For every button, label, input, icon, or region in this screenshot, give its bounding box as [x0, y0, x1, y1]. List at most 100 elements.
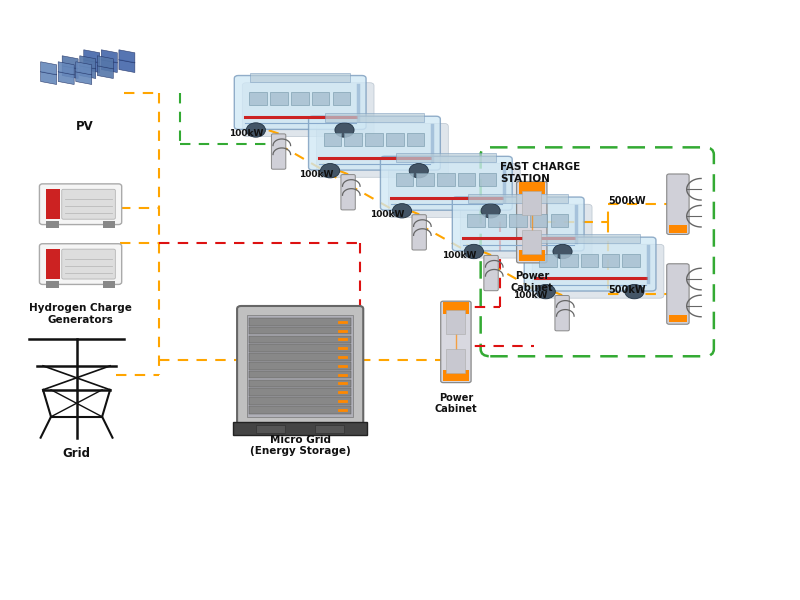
FancyBboxPatch shape: [452, 197, 584, 251]
FancyBboxPatch shape: [39, 184, 122, 224]
Bar: [416, 173, 434, 186]
Bar: [256, 425, 285, 433]
Circle shape: [246, 123, 266, 137]
Polygon shape: [119, 59, 135, 73]
Bar: [233, 422, 367, 434]
Bar: [519, 250, 545, 261]
Circle shape: [393, 203, 411, 218]
FancyBboxPatch shape: [517, 181, 547, 263]
Bar: [458, 173, 475, 186]
Bar: [366, 133, 383, 146]
Bar: [249, 380, 351, 387]
Bar: [250, 92, 267, 106]
Bar: [396, 173, 413, 186]
FancyBboxPatch shape: [666, 174, 689, 235]
FancyBboxPatch shape: [555, 296, 570, 331]
Bar: [46, 281, 58, 288]
Text: 100kW: 100kW: [370, 210, 405, 219]
Bar: [345, 133, 362, 146]
Bar: [446, 349, 466, 373]
Polygon shape: [76, 71, 92, 85]
Circle shape: [409, 164, 428, 178]
FancyBboxPatch shape: [412, 215, 426, 250]
FancyBboxPatch shape: [271, 134, 286, 169]
Bar: [446, 310, 466, 334]
FancyBboxPatch shape: [666, 264, 689, 324]
Text: 100kW: 100kW: [299, 170, 334, 179]
Bar: [669, 226, 686, 233]
Polygon shape: [98, 56, 114, 69]
Polygon shape: [80, 65, 96, 79]
Bar: [509, 214, 526, 227]
Circle shape: [335, 123, 354, 137]
Bar: [602, 254, 619, 267]
Bar: [333, 92, 350, 106]
Bar: [669, 315, 686, 322]
Bar: [249, 318, 351, 326]
Text: Hydrogen Charge
Generators: Hydrogen Charge Generators: [29, 303, 132, 325]
Polygon shape: [119, 50, 135, 63]
Text: FAST CHARGE
STATION: FAST CHARGE STATION: [500, 163, 580, 184]
Bar: [249, 362, 351, 370]
Bar: [522, 230, 542, 254]
Bar: [102, 221, 115, 228]
Bar: [581, 254, 598, 267]
Bar: [249, 388, 351, 396]
Polygon shape: [62, 56, 78, 69]
Circle shape: [481, 203, 500, 218]
FancyBboxPatch shape: [317, 124, 448, 177]
FancyBboxPatch shape: [242, 83, 374, 137]
Polygon shape: [102, 50, 118, 63]
Circle shape: [553, 244, 572, 259]
Bar: [250, 73, 350, 82]
Bar: [312, 92, 330, 106]
Bar: [550, 214, 568, 227]
Text: Micro Grid
(Energy Storage): Micro Grid (Energy Storage): [250, 434, 350, 456]
Bar: [386, 133, 403, 146]
Circle shape: [536, 284, 555, 299]
Circle shape: [625, 284, 644, 299]
Polygon shape: [58, 62, 74, 75]
Bar: [519, 182, 545, 194]
Polygon shape: [80, 56, 96, 69]
FancyBboxPatch shape: [237, 306, 363, 426]
Polygon shape: [62, 65, 78, 79]
Text: 500kW: 500kW: [608, 286, 646, 295]
Bar: [249, 397, 351, 405]
Bar: [560, 254, 578, 267]
FancyBboxPatch shape: [62, 189, 115, 219]
FancyBboxPatch shape: [247, 315, 353, 417]
FancyBboxPatch shape: [62, 249, 115, 279]
Text: 500kW: 500kW: [608, 196, 646, 206]
Polygon shape: [102, 59, 118, 73]
FancyBboxPatch shape: [39, 244, 122, 284]
Polygon shape: [58, 71, 74, 85]
FancyBboxPatch shape: [234, 76, 366, 130]
Bar: [249, 406, 351, 414]
Bar: [249, 353, 351, 361]
FancyBboxPatch shape: [484, 256, 498, 291]
Bar: [468, 194, 568, 203]
Bar: [325, 113, 424, 122]
Bar: [46, 221, 58, 228]
Bar: [539, 254, 557, 267]
Bar: [315, 425, 344, 433]
Bar: [478, 173, 496, 186]
Text: 100kW: 100kW: [513, 291, 547, 300]
Bar: [249, 371, 351, 379]
Text: 100kW: 100kW: [442, 251, 476, 260]
Bar: [530, 214, 547, 227]
Bar: [397, 154, 496, 163]
Text: 100kW: 100kW: [230, 130, 264, 139]
Bar: [324, 133, 342, 146]
FancyBboxPatch shape: [460, 204, 592, 258]
Bar: [443, 302, 469, 314]
Polygon shape: [84, 50, 100, 63]
Bar: [622, 254, 640, 267]
Bar: [437, 173, 454, 186]
FancyBboxPatch shape: [441, 301, 471, 383]
Bar: [406, 133, 424, 146]
Bar: [249, 327, 351, 334]
Text: Grid: Grid: [62, 446, 90, 460]
FancyBboxPatch shape: [532, 244, 664, 298]
